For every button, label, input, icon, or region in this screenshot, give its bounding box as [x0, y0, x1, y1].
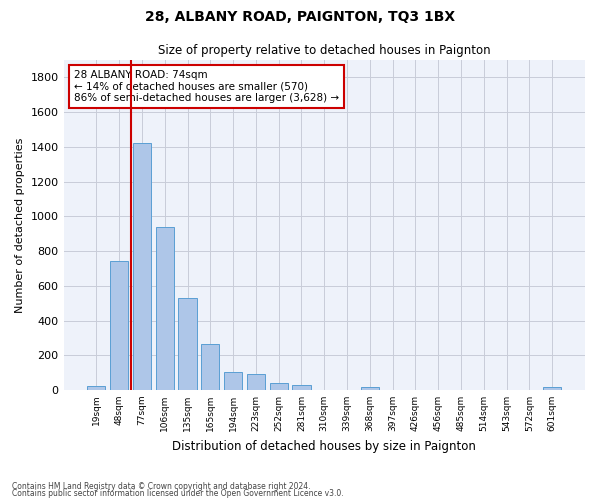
Bar	[292, 386, 311, 390]
Bar	[247, 374, 265, 390]
Title: Size of property relative to detached houses in Paignton: Size of property relative to detached ho…	[158, 44, 491, 58]
Text: 28 ALBANY ROAD: 74sqm
← 14% of detached houses are smaller (570)
86% of semi-det: 28 ALBANY ROAD: 74sqm ← 14% of detached …	[74, 70, 339, 103]
Bar	[361, 388, 379, 390]
Bar	[110, 260, 128, 390]
Text: Contains HM Land Registry data © Crown copyright and database right 2024.: Contains HM Land Registry data © Crown c…	[12, 482, 311, 491]
Y-axis label: Number of detached properties: Number of detached properties	[15, 138, 25, 312]
Bar	[155, 228, 174, 390]
Bar	[269, 383, 288, 390]
Bar	[133, 144, 151, 390]
X-axis label: Distribution of detached houses by size in Paignton: Distribution of detached houses by size …	[172, 440, 476, 452]
Bar	[178, 298, 197, 390]
Bar	[543, 388, 561, 390]
Text: Contains public sector information licensed under the Open Government Licence v3: Contains public sector information licen…	[12, 489, 344, 498]
Text: 28, ALBANY ROAD, PAIGNTON, TQ3 1BX: 28, ALBANY ROAD, PAIGNTON, TQ3 1BX	[145, 10, 455, 24]
Bar	[201, 344, 220, 390]
Bar	[87, 386, 106, 390]
Bar	[224, 372, 242, 390]
